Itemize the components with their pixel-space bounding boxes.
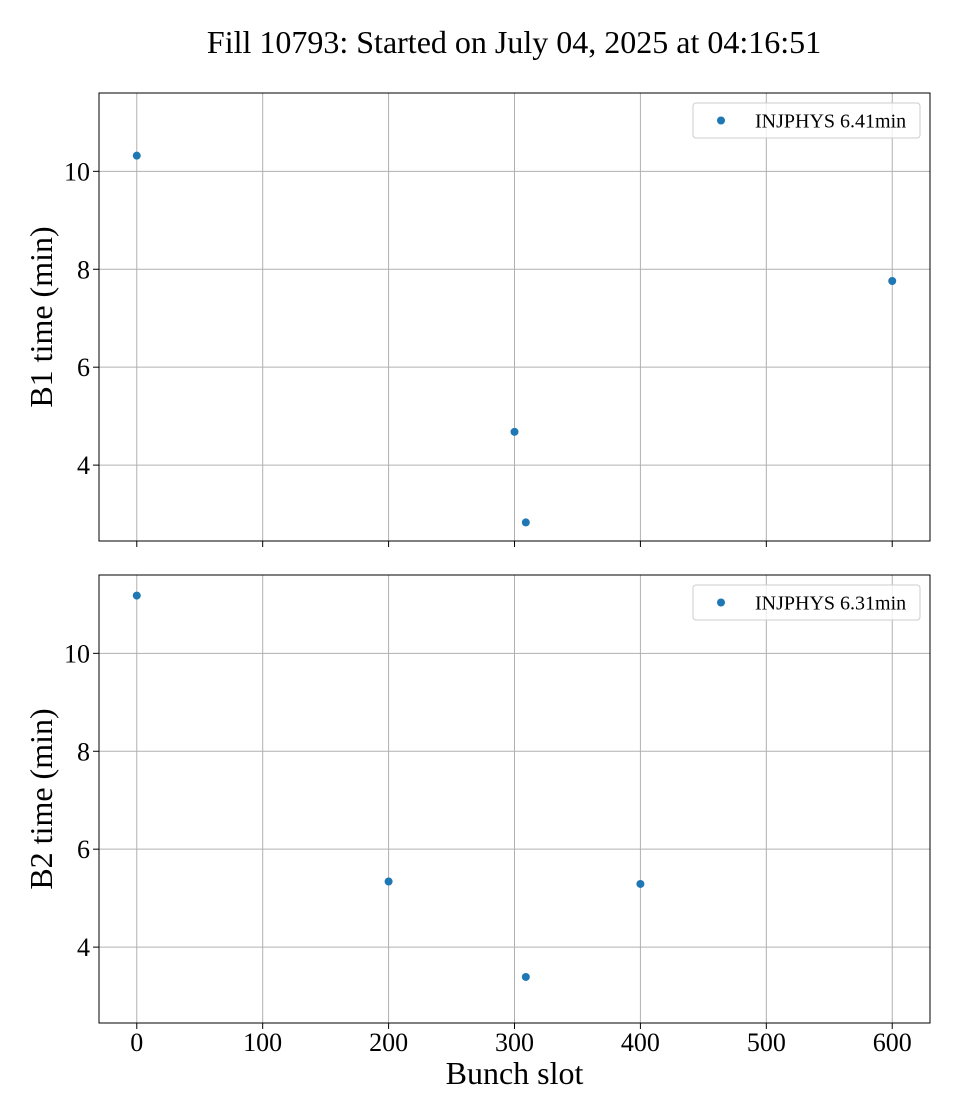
legend-box — [692, 102, 921, 139]
x-tick-label: 300 — [495, 1028, 534, 1057]
y-axis-label: B2 time (min) — [23, 708, 59, 889]
data-point — [510, 427, 519, 436]
data-point — [132, 151, 141, 160]
y-tick-label: 10 — [64, 639, 90, 668]
legend-marker — [717, 598, 725, 607]
axes-frame — [98, 92, 931, 542]
data-point — [384, 877, 393, 886]
axes-frame — [98, 574, 931, 1024]
legend-box — [692, 584, 921, 621]
x-axis-label: Bunch slot — [446, 1055, 584, 1091]
y-axis-label: B1 time (min) — [23, 226, 59, 407]
x-tick-label: 600 — [873, 1028, 912, 1057]
x-tick-label: 400 — [621, 1028, 660, 1057]
data-point — [521, 972, 530, 981]
legend-label: INJPHYS 6.31min — [755, 593, 906, 615]
data-point — [521, 518, 530, 527]
legend-marker — [717, 116, 725, 125]
data-point — [888, 277, 897, 286]
panels: 4 6 8 10 B1 time (min) INJPHYS 6.41min 0 100 200… — [23, 92, 931, 1091]
chart-panel-2: 0 100 200 300 400 500 600 4 6 8 10 B2 time (min) Bun… — [23, 574, 931, 1091]
legend: INJPHYS 6.31min — [692, 584, 921, 621]
figure-title: Fill 10793: Started on July 04, 2025 at … — [207, 24, 821, 60]
x-tick-label: 0 — [130, 1028, 143, 1057]
data-point — [132, 591, 141, 600]
y-tick-label: 4 — [77, 451, 90, 480]
y-tick-label: 8 — [77, 737, 90, 766]
x-tick-label: 500 — [747, 1028, 786, 1057]
y-tick-label: 10 — [64, 157, 90, 186]
y-tick-label: 8 — [77, 255, 90, 284]
x-tick-label: 200 — [369, 1028, 408, 1057]
y-tick-label: 6 — [77, 353, 90, 382]
data-point — [636, 879, 645, 888]
y-tick-label: 6 — [77, 835, 90, 864]
legend-label: INJPHYS 6.41min — [755, 111, 906, 133]
legend: INJPHYS 6.41min — [692, 102, 921, 139]
y-tick-label: 4 — [77, 933, 90, 962]
chart-panel-1: 4 6 8 10 B1 time (min) INJPHYS 6.41min — [23, 92, 931, 547]
x-tick-label: 100 — [243, 1028, 282, 1057]
